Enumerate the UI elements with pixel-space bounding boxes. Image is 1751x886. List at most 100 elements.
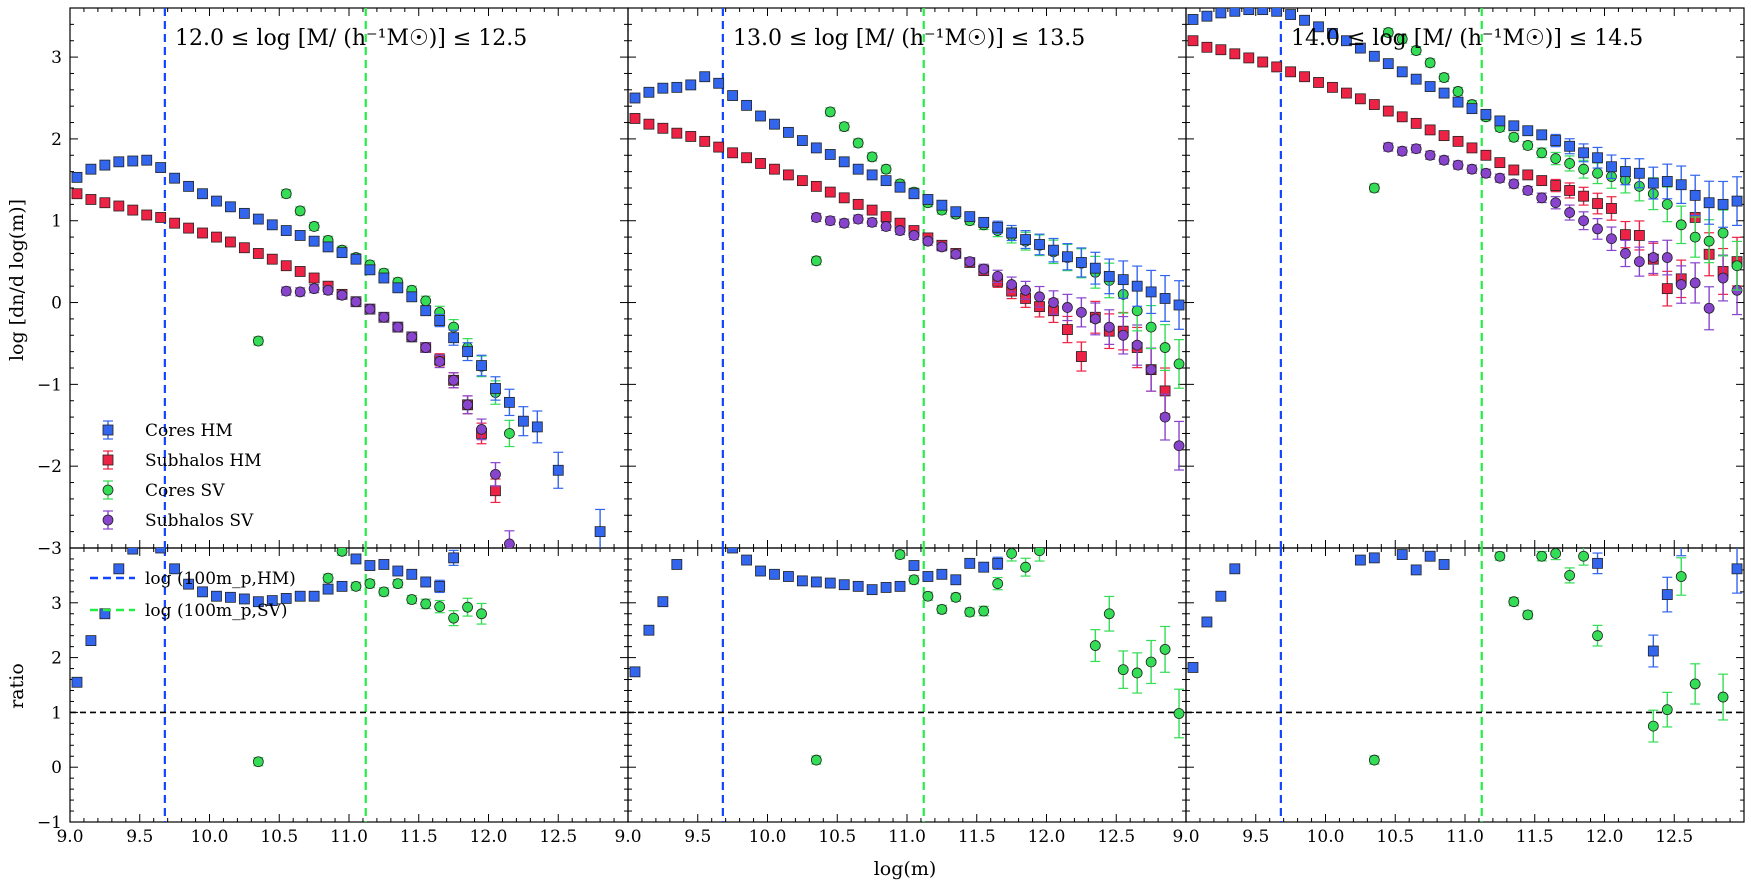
subhalos-hm-point [741, 152, 752, 164]
ratio-sv-point [462, 601, 473, 613]
cores-sv-point [1424, 57, 1436, 69]
subhalos-sv-point [490, 468, 501, 480]
cores-hm-point [350, 253, 362, 265]
subhalos-hm-point [127, 204, 139, 216]
x-tick-label: 9.0 [614, 827, 641, 847]
subhalos-sv-point [1494, 172, 1506, 184]
legend-label: Subhalos HM [145, 451, 262, 471]
ratio-hm-point [978, 561, 990, 573]
cores-hm-point [629, 92, 641, 104]
ratio-hm-point [824, 577, 836, 589]
cores-hm-point [950, 206, 962, 218]
subhalos-hm-point [838, 192, 850, 204]
ratio-hm-point [280, 593, 292, 604]
ratio-hm-point [322, 583, 334, 595]
y-tick-label: −3 [37, 539, 62, 559]
y-tick-label: 0 [51, 294, 62, 314]
x-tick-label: 12.0 [1586, 827, 1624, 847]
cores-hm-point [1675, 179, 1687, 191]
ratio-hm-point [643, 624, 655, 636]
ratio-hm-point [657, 596, 669, 608]
ratio-y-tick-label: 0 [51, 758, 62, 778]
cores-sv-point [1396, 33, 1408, 45]
cores-hm-point [1103, 270, 1115, 282]
cores-hm-point [894, 181, 906, 193]
legend-label: Cores HM [145, 421, 233, 441]
cores-sv-point [1368, 182, 1380, 194]
x-tick-label: 12.5 [1655, 827, 1693, 847]
subhalos-sv-point [1410, 143, 1422, 155]
cores-hm-point [1215, 8, 1227, 19]
cores-sv-point [294, 205, 306, 217]
cores-hm-point [127, 155, 139, 167]
ratio-sv-point [1689, 678, 1701, 690]
subhalos-hm-point [699, 135, 711, 147]
subhalos-sv-point [1075, 306, 1087, 318]
ratio-hm-point [838, 579, 850, 591]
subhalos-hm-point [755, 158, 766, 169]
ratio-hm-point [796, 575, 808, 587]
subhalos-hm-point [685, 131, 697, 142]
cores-hm-point [727, 90, 739, 101]
subhalos-sv-point [1062, 302, 1073, 313]
subhalos-sv-point [350, 296, 362, 308]
ratio-hm-point [950, 574, 962, 586]
x-tick-label: 9.0 [1172, 827, 1199, 847]
subhalos-sv-point [1006, 279, 1018, 290]
subhalos-hm-point [1243, 52, 1255, 64]
cores-hm-point [657, 82, 669, 94]
ratio-sv-point [810, 754, 822, 766]
subhalos-sv-point [1117, 329, 1129, 341]
ratio-hm-point [1592, 557, 1603, 569]
subhalos-hm-point [113, 200, 125, 212]
cores-sv-point [1731, 260, 1743, 272]
ratio-hm-point [113, 563, 125, 575]
subhalos-sv-point [1466, 163, 1478, 175]
ratio-hm-point [1676, 532, 1686, 542]
cores-hm-point [1410, 73, 1422, 85]
subhalos-sv-point [1689, 277, 1701, 289]
subhalos-sv-point [1564, 207, 1576, 218]
ratio-hm-point [727, 548, 739, 554]
ratio-hm-point [894, 580, 906, 592]
ratio-sv-point [1020, 561, 1031, 573]
subhalos-sv-point [1103, 321, 1115, 333]
subhalos-hm-point [796, 175, 808, 187]
cores-sv-point [1689, 231, 1701, 243]
cores-hm-point [1187, 14, 1199, 25]
subhalos-sv-point [420, 342, 432, 353]
ratio-sv-point [1034, 548, 1045, 557]
subhalos-sv-point [1550, 197, 1562, 209]
ratio-sv-point [336, 548, 348, 557]
cores-hm-point [113, 156, 125, 168]
subhalos-hm-point [1215, 44, 1227, 56]
subhalos-sv-point [406, 331, 418, 343]
legend-label: Subhalos SV [145, 511, 254, 531]
ratio-plot-area [628, 548, 1186, 822]
cores-sv-point [420, 295, 432, 307]
cores-hm-point [838, 156, 850, 168]
subhalos-sv-point [1396, 145, 1408, 157]
subhalos-sv-point [1661, 252, 1673, 263]
cores-hm-point [1271, 8, 1283, 17]
subhalos-sv-point [448, 374, 460, 386]
subhalos-hm-point [1564, 185, 1576, 196]
subhalos-hm-point [1327, 81, 1338, 93]
cores-hm-point [71, 171, 83, 183]
subhalos-sv-point [1438, 154, 1450, 166]
cores-sv-point [308, 221, 320, 232]
cores-sv-point [1145, 321, 1157, 333]
subhalos-sv-point [1717, 272, 1729, 284]
subhalos-sv-point [964, 256, 976, 268]
cores-hm-point [476, 360, 487, 371]
subhalos-hm-point [1201, 41, 1213, 53]
cores-hm-point [420, 305, 432, 317]
ratio-hm-point [378, 559, 390, 570]
cores-sv-point [1452, 86, 1464, 97]
ratio-hm-point [755, 565, 766, 577]
cores-sv-point [824, 106, 836, 118]
ratio-sv-point [894, 549, 906, 560]
legend-label: log (100m_p,SV) [145, 601, 288, 621]
cores-hm-point [1131, 280, 1143, 292]
ratio-hm-point [922, 571, 934, 582]
